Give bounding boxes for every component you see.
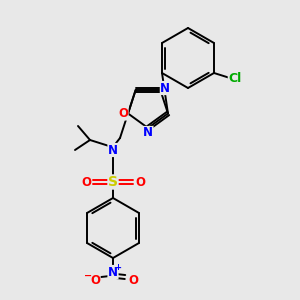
Text: N: N [108,143,118,157]
Text: O: O [118,107,128,120]
Text: +: + [115,263,122,272]
Text: Cl: Cl [228,71,242,85]
Text: O: O [135,176,145,188]
Text: S: S [108,175,118,189]
Text: −: − [84,271,92,281]
Text: N: N [160,82,170,94]
Text: O: O [81,176,91,188]
Text: O: O [128,274,138,286]
Text: N: N [108,266,118,278]
Text: O: O [90,274,100,286]
Text: N: N [143,127,153,140]
